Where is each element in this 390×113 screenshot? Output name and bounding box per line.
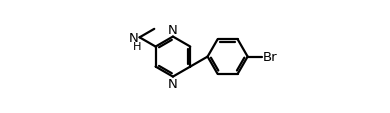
- Text: H: H: [133, 42, 141, 52]
- Text: Br: Br: [262, 51, 277, 64]
- Text: N: N: [129, 32, 139, 44]
- Text: N: N: [168, 24, 178, 36]
- Text: N: N: [168, 78, 178, 91]
